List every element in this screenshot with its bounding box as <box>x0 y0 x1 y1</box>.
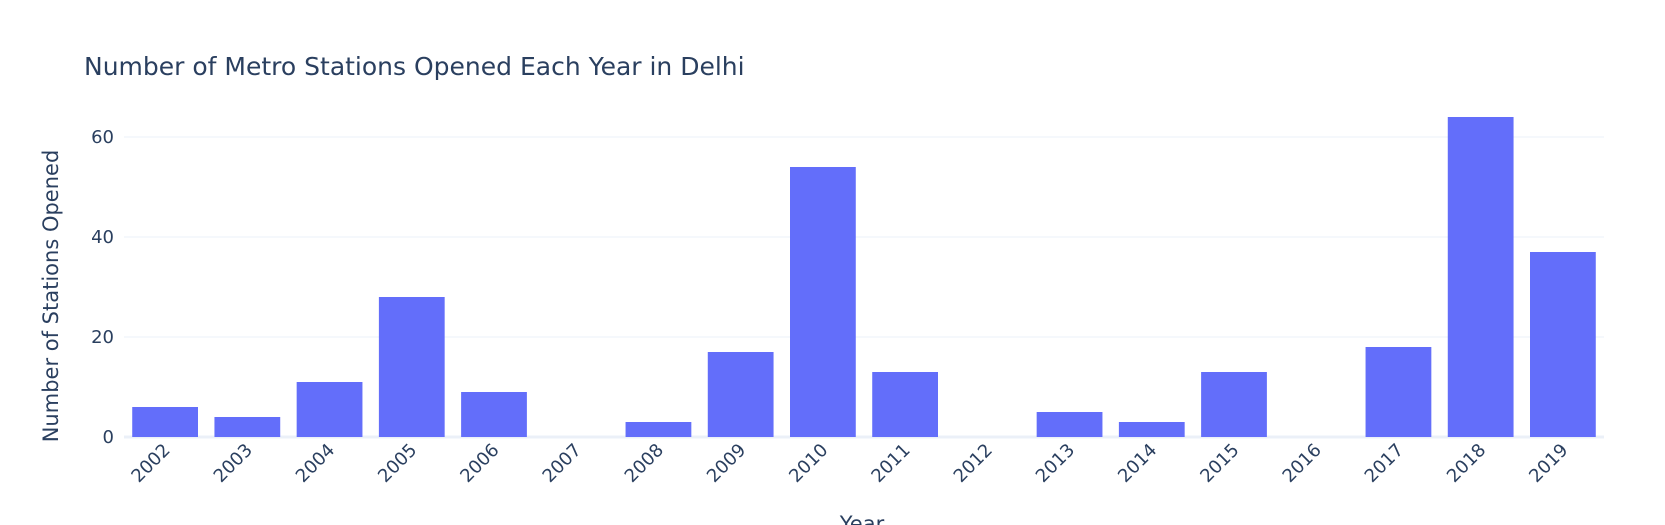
bar-2017[interactable] <box>1365 347 1432 437</box>
x-tick-label: 2003 <box>210 440 257 487</box>
grid-layer <box>124 136 1604 439</box>
bar-2014[interactable] <box>1118 422 1185 437</box>
x-tick-label: 2005 <box>374 440 421 487</box>
bar-layer <box>132 117 1596 437</box>
x-axis-title: Year <box>839 512 885 525</box>
x-tick-label: 2011 <box>867 440 914 487</box>
y-axis-title: Number of Stations Opened <box>39 150 63 443</box>
bar-2019[interactable] <box>1530 252 1596 437</box>
bar-2008[interactable] <box>625 422 692 437</box>
bar-2013[interactable] <box>1036 412 1103 437</box>
x-tick-label: 2010 <box>785 440 832 487</box>
bar-2009[interactable] <box>707 352 774 437</box>
bar-2002[interactable] <box>132 407 198 437</box>
bar-2004[interactable] <box>296 382 363 437</box>
y-tick-layer: 0 20 40 60 <box>91 127 114 448</box>
x-tick-label: 2014 <box>1114 440 1161 487</box>
x-tick-label: 2004 <box>292 440 339 487</box>
x-tick-label: 2017 <box>1361 440 1408 487</box>
chart-title: Number of Metro Stations Opened Each Yea… <box>84 52 745 81</box>
x-tick-label: 2007 <box>539 440 586 487</box>
x-tick-label: 2009 <box>703 440 750 487</box>
y-tick-label: 60 <box>91 127 114 148</box>
x-tick-label: 2012 <box>950 440 997 487</box>
bar-2011[interactable] <box>872 372 938 437</box>
x-tick-label: 2006 <box>456 440 503 487</box>
x-tick-label: 2002 <box>127 440 174 487</box>
bar-2018[interactable] <box>1447 117 1514 437</box>
bar-2003[interactable] <box>214 417 281 437</box>
y-tick-label: 20 <box>91 327 114 348</box>
x-tick-label: 2019 <box>1525 440 1572 487</box>
y-tick-label: 40 <box>91 227 114 248</box>
x-tick-label: 2008 <box>621 440 668 487</box>
x-tick-label: 2015 <box>1196 440 1243 487</box>
x-tick-label: 2016 <box>1279 440 1326 487</box>
x-tick-layer: 2002 2003 2004 2005 2006 2007 2008 2009 2010 2011… <box>127 440 1572 487</box>
bar-2010[interactable] <box>790 167 856 437</box>
y-tick-label: 0 <box>103 427 114 448</box>
x-tick-label: 2013 <box>1032 440 1079 487</box>
bar-2006[interactable] <box>461 392 527 437</box>
x-tick-label: 2018 <box>1443 440 1490 487</box>
bar-2005[interactable] <box>378 297 445 437</box>
bar-2015[interactable] <box>1201 372 1267 437</box>
